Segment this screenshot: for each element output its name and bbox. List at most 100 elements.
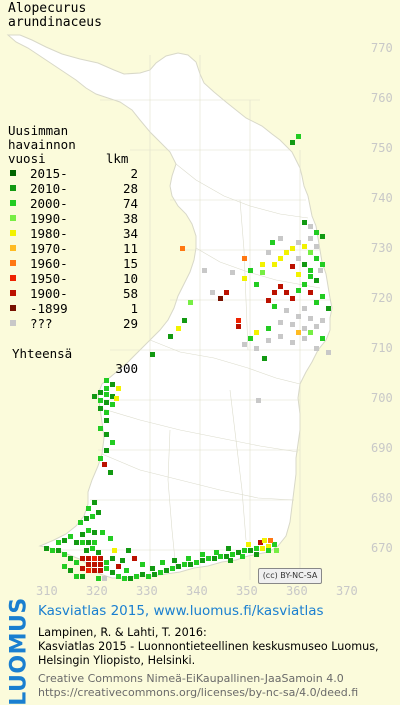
occurrence-square <box>158 570 163 575</box>
axis-y-tick: 720 <box>371 291 393 305</box>
occurrence-square <box>320 262 325 267</box>
legend-count: 34 <box>122 226 138 241</box>
occurrence-square <box>116 574 121 579</box>
occurrence-square <box>210 290 215 295</box>
occurrence-square <box>320 294 325 299</box>
occurrence-square <box>90 546 95 551</box>
legend-heading-1: Uusimman <box>8 123 69 138</box>
occurrence-square <box>224 290 229 295</box>
occurrence-square <box>320 336 325 341</box>
occurrence-square <box>74 560 79 565</box>
occurrence-square <box>270 240 275 245</box>
occurrence-square <box>68 556 73 561</box>
occurrence-square <box>272 290 277 295</box>
occurrence-square <box>56 540 61 545</box>
occurrence-square <box>80 566 85 571</box>
legend-total-label: Yhteensä <box>12 346 73 361</box>
legend-period-label: 2015- <box>30 166 68 181</box>
occurrence-square <box>246 542 251 547</box>
axis-y-tick: 740 <box>371 191 393 205</box>
occurrence-square <box>262 356 267 361</box>
occurrence-square <box>226 546 231 551</box>
occurrence-square <box>104 418 109 423</box>
occurrence-square <box>86 556 91 561</box>
occurrence-square <box>266 338 271 343</box>
occurrence-square <box>92 540 97 545</box>
occurrence-square <box>112 548 117 553</box>
occurrence-square <box>268 538 273 543</box>
occurrence-square <box>326 350 331 355</box>
occurrence-square <box>290 296 295 301</box>
legend-count: 15 <box>122 256 138 271</box>
occurrence-square <box>44 546 49 551</box>
finland-map <box>6 34 333 581</box>
legend-count: 74 <box>122 196 138 211</box>
axis-x-tick: 310 <box>36 584 58 598</box>
legend-period-label: 1980- <box>30 226 68 241</box>
occurrence-square <box>240 554 245 559</box>
legend-swatch <box>10 185 16 191</box>
occurrence-square <box>272 304 277 309</box>
occurrence-square <box>302 306 307 311</box>
occurrence-square <box>308 330 313 335</box>
occurrence-square <box>308 274 313 279</box>
occurrence-square <box>116 386 121 391</box>
occurrence-square <box>296 256 301 261</box>
occurrence-square <box>80 532 85 537</box>
occurrence-square <box>50 548 55 553</box>
kasviatlas-link[interactable]: Kasviatlas 2015, www.luomus.fi/kasviatla… <box>38 603 324 619</box>
occurrence-square <box>186 556 191 561</box>
cc-license-badge[interactable]: (cc) BY-NC-SA <box>258 568 322 584</box>
legend-row: 2000- 74 <box>8 196 138 211</box>
occurrence-square <box>90 514 95 519</box>
legend-swatch <box>10 245 16 251</box>
legend-count: 10 <box>122 271 138 286</box>
occurrence-square <box>74 540 79 545</box>
occurrence-square <box>104 378 109 383</box>
occurrence-square <box>108 536 113 541</box>
occurrence-square <box>84 548 89 553</box>
cc-license-url[interactable]: https://creativecommons.org/licenses/by-… <box>38 686 359 699</box>
legend-total-row: Yhteensä 300 <box>8 331 138 376</box>
occurrence-square <box>314 278 319 283</box>
occurrence-square <box>320 318 325 323</box>
legend-row: 1900- 58 <box>8 286 138 301</box>
citation-line-2: Kasviatlas 2015 - Luonnontieteellinen ke… <box>38 640 379 653</box>
occurrence-square <box>110 382 115 387</box>
occurrence-square <box>96 550 101 555</box>
legend-total-count: 300 <box>115 361 138 376</box>
legend-row: 1980- 34 <box>8 226 138 241</box>
legend-swatch <box>10 170 16 176</box>
axis-y-tick: 750 <box>371 141 393 155</box>
occurrence-square <box>100 530 105 535</box>
occurrence-square <box>248 268 253 273</box>
occurrence-square <box>96 510 101 515</box>
cc-license-text: Creative Commons Nimeä-EiKaupallinen-Jaa… <box>38 672 344 685</box>
occurrence-square <box>150 352 155 357</box>
occurrence-square <box>104 410 109 415</box>
occurrence-square <box>228 558 233 563</box>
occurrence-square <box>98 568 103 573</box>
legend-row: 1990- 38 <box>8 211 138 226</box>
occurrence-square <box>278 334 283 339</box>
legend-row: 2015- 2 <box>8 166 138 181</box>
occurrence-square <box>308 290 313 295</box>
occurrence-square <box>296 134 301 139</box>
occurrence-square <box>98 456 103 461</box>
occurrence-square <box>290 322 295 327</box>
axis-x-tick: 340 <box>186 584 208 598</box>
occurrence-square <box>242 276 247 281</box>
citation-line-1: Lampinen, R. & Lahti, T. 2016: <box>38 626 207 639</box>
occurrence-square <box>86 506 91 511</box>
occurrence-square <box>218 296 223 301</box>
occurrence-square <box>236 324 241 329</box>
occurrence-square <box>254 546 259 551</box>
occurrence-square <box>200 558 205 563</box>
occurrence-square <box>176 326 181 331</box>
occurrence-square <box>206 556 211 561</box>
occurrence-square <box>248 336 253 341</box>
occurrence-square <box>290 246 295 251</box>
occurrence-square <box>110 394 115 399</box>
legend-row: 1950- 10 <box>8 271 138 286</box>
legend-swatch <box>10 230 16 236</box>
